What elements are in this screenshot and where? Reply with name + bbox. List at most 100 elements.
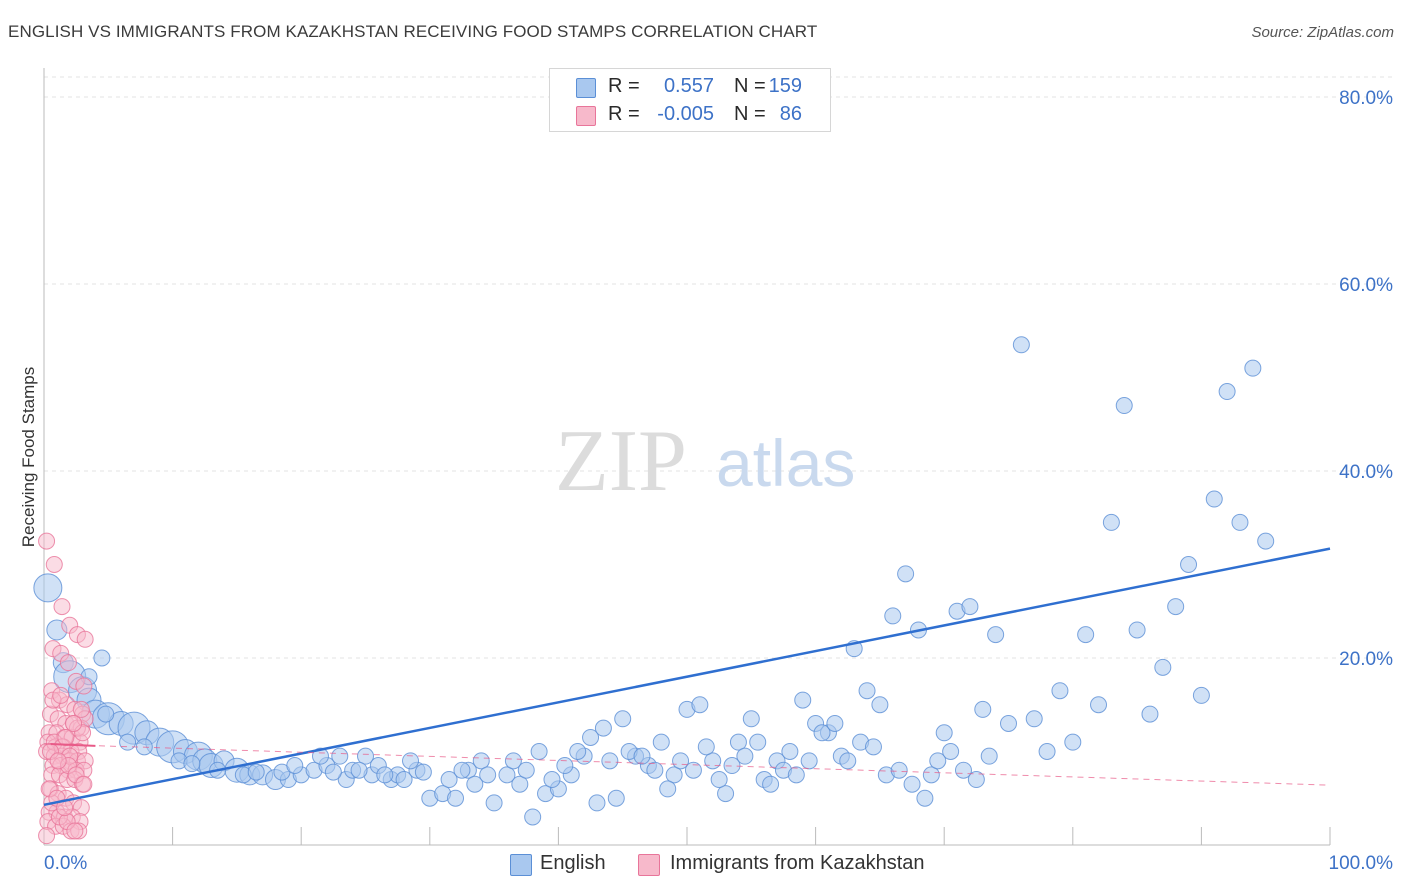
english-point-161 xyxy=(980,747,998,765)
y-tick-label-3: 80.0% xyxy=(1339,88,1393,109)
english-point-60 xyxy=(717,785,735,803)
english-point-56 xyxy=(665,766,683,784)
watermark-zip: ZIP xyxy=(555,413,687,510)
english-point-154 xyxy=(890,761,908,779)
english-point-123 xyxy=(466,775,484,793)
english-point-83 xyxy=(1012,336,1030,354)
english-point-140 xyxy=(710,771,728,789)
y-tick-label-2: 60.0% xyxy=(1339,275,1393,296)
english-point-125 xyxy=(504,752,522,770)
source-label: Source: ZipAtlas.com xyxy=(1251,24,1394,41)
kazakhstan-point-2 xyxy=(53,598,71,616)
bottom-legend: English Immigrants from Kazakhstan xyxy=(0,852,1406,878)
legend-r-value: 0.557 xyxy=(663,75,714,97)
kazakhstan-point-8 xyxy=(59,654,77,672)
english-point-104 xyxy=(97,705,115,723)
kazakhstan-point-5 xyxy=(76,630,94,648)
y-tick-label-0: 20.0% xyxy=(1339,649,1393,670)
kazakhstan-point-10 xyxy=(75,677,93,695)
english-point-138 xyxy=(684,761,702,779)
english-point-40 xyxy=(472,752,490,770)
english-point-134 xyxy=(633,747,651,765)
english-point-118 xyxy=(376,766,394,784)
english-point-142 xyxy=(736,747,754,765)
legend-swatch-kazakhstan xyxy=(576,106,596,126)
kazakhstan-point-81 xyxy=(65,714,83,732)
english-point-116 xyxy=(324,763,342,781)
english-point-52 xyxy=(614,710,632,728)
y-tick-labels: 20.0% 40.0% 60.0% 80.0% xyxy=(1339,88,1393,670)
english-point-51 xyxy=(607,789,625,807)
legend-box: R = 0.557 N = 159 R = -0.005 N = 86 xyxy=(549,68,831,132)
english-point-99 xyxy=(1218,383,1236,401)
english-point-147 xyxy=(800,752,818,770)
english-point-38 xyxy=(447,789,465,807)
english-point-128 xyxy=(543,771,561,789)
trend-lines xyxy=(43,547,1331,807)
english-point-100 xyxy=(1231,513,1249,531)
english-points xyxy=(33,336,1275,826)
bottom-legend-label-kazakhstan: Immigrants from Kazakhstan xyxy=(670,852,925,874)
english-point-109 xyxy=(183,755,201,773)
kazakhstan-point-72 xyxy=(75,775,93,793)
kazakhstan-point-62 xyxy=(38,827,56,845)
legend-r-label: R = xyxy=(608,103,640,125)
kazakhstan-point-0 xyxy=(38,532,56,550)
english-point-79 xyxy=(961,598,979,616)
english-point-44 xyxy=(524,808,542,826)
legend-row-kazakhstan: R = -0.005 N = 86 xyxy=(550,101,830,129)
legend-row-english: R = 0.557 N = 159 xyxy=(550,73,830,101)
english-point-119 xyxy=(402,752,420,770)
x-tick-labels: 0.0% 100.0% xyxy=(44,853,1393,874)
legend-n-value: 159 xyxy=(768,75,802,97)
english-point-77 xyxy=(935,724,953,742)
english-point-148 xyxy=(813,724,831,742)
english-point-26 xyxy=(331,747,349,765)
watermark-atlas: atlas xyxy=(716,426,855,500)
chart-title: ENGLISH VS IMMIGRANTS FROM KAZAKHSTAN RE… xyxy=(8,22,818,41)
english-point-103 xyxy=(93,649,111,667)
english-point-106 xyxy=(119,733,137,751)
legend-n-value: 86 xyxy=(779,103,802,125)
legend-n-label: N = xyxy=(734,103,766,125)
english-point-139 xyxy=(697,738,715,756)
english-point-90 xyxy=(1102,513,1120,531)
english-point-95 xyxy=(1167,598,1185,616)
watermark: ZIP atlas xyxy=(555,413,855,510)
english-point-58 xyxy=(691,696,709,714)
english-point-159 xyxy=(954,761,972,779)
english-point-149 xyxy=(826,714,844,732)
english-point-88 xyxy=(1077,626,1095,644)
legend-swatch-english xyxy=(576,78,596,98)
english-point-85 xyxy=(1038,743,1056,760)
x-tick-label-0: 0.0% xyxy=(44,853,87,874)
english-point-86 xyxy=(1051,682,1069,700)
english-point-89 xyxy=(1090,696,1108,714)
english-point-150 xyxy=(839,752,857,770)
english-point-73 xyxy=(884,607,902,625)
english-point-101 xyxy=(1244,359,1262,377)
english-point-81 xyxy=(987,626,1005,644)
english-point-80 xyxy=(974,700,992,718)
bottom-legend-label-english: English xyxy=(540,852,606,874)
english-point-92 xyxy=(1128,621,1146,639)
english-point-158 xyxy=(942,743,960,760)
english-point-141 xyxy=(723,757,741,775)
legend-r-label: R = xyxy=(608,75,640,97)
english-point-122 xyxy=(453,761,471,779)
english-point-112 xyxy=(247,763,265,781)
english-point-65 xyxy=(781,743,799,760)
bottom-legend-swatch-kazakhstan xyxy=(638,854,660,876)
english-point-135 xyxy=(646,761,664,779)
english-point-72 xyxy=(871,696,889,714)
english-point-129 xyxy=(556,757,574,775)
english-point-62 xyxy=(742,710,760,728)
english-point-144 xyxy=(762,775,780,793)
legend-r-value: -0.005 xyxy=(657,103,714,125)
kazakhstan-point-80 xyxy=(57,728,75,746)
kazakhstan-point-76 xyxy=(66,822,84,840)
english-point-126 xyxy=(517,761,535,779)
english-trend-line xyxy=(43,547,1331,807)
english-point-132 xyxy=(594,719,612,737)
